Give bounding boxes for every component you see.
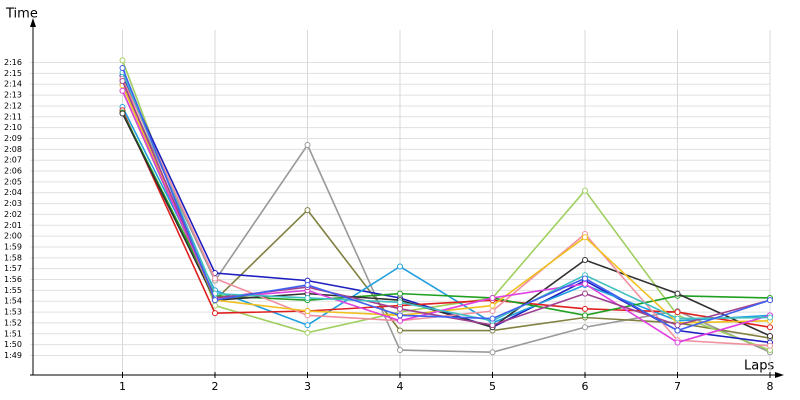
point [397,299,403,306]
series-line [121,80,771,326]
x-tick-label: 1 [119,380,126,393]
series-line [121,113,771,337]
series-line [121,83,771,354]
y-tick-label: 2:15 [4,69,22,78]
y-tick-label: 2:12 [4,101,22,110]
y-tick-label: 1:49 [4,351,22,360]
point [489,302,496,309]
point [582,312,588,319]
y-tick-label: 1:53 [4,308,22,317]
series-line [121,67,771,332]
y-tick-label: 2:07 [4,156,22,165]
point [397,312,403,319]
point [674,322,681,329]
point [767,297,773,304]
point [397,317,403,324]
point [119,87,126,94]
point [304,322,311,329]
series-line [121,85,771,324]
series-line [121,112,771,317]
point [767,324,773,331]
point [304,294,311,301]
point [582,275,588,282]
point [582,187,588,194]
point [119,64,126,71]
series-line [121,60,771,351]
point [304,307,311,314]
point [212,310,218,317]
y-tick-label: 2:11 [4,112,22,121]
y-tick-label: 1:54 [4,297,22,306]
x-tick-label: 8 [767,380,774,393]
point [212,275,218,282]
point [582,290,588,297]
point [397,290,403,297]
y-tick-label: 2:02 [4,210,22,219]
y-tick-label: 2:14 [4,80,22,89]
series-line [121,72,771,322]
point [304,142,311,148]
point [582,305,588,312]
y-tick-label: 2:01 [4,221,22,230]
point [119,77,126,84]
y-tick-label: 1:57 [4,264,22,273]
y-tick-label: 2:08 [4,145,22,154]
point [397,327,403,334]
point [767,332,773,339]
point [582,257,588,263]
x-axis-label: Laps [744,359,774,374]
y-tick-label: 2:04 [4,188,22,197]
x-tick-label: 7 [674,380,681,393]
x-tick-label: 2 [212,380,219,393]
point [582,234,588,241]
y-axis-arrow [30,18,36,27]
y-tick-label: 2:06 [4,167,22,176]
point [489,307,496,314]
point [674,309,681,316]
y-tick-label: 1:59 [4,242,22,251]
x-tick-label: 4 [397,380,404,393]
point [674,290,681,297]
y-tick-label: 2:09 [4,134,22,143]
y-tick-label: 2:03 [4,199,22,208]
y-tick-label: 1:51 [4,329,22,338]
point [582,280,588,287]
point [582,324,588,331]
point [304,329,311,336]
y-tick-label: 2:00 [4,232,22,241]
point [397,305,403,312]
point [119,110,126,117]
y-axis-label: Time [5,7,38,22]
point [212,297,218,304]
y-tick-label: 1:50 [4,340,22,349]
y-tick-label: 1:56 [4,275,22,284]
x-tick-label: 3 [304,380,311,393]
point [489,315,496,322]
point [212,302,218,309]
point [674,339,681,346]
y-tick-label: 2:16 [4,58,22,67]
y-tick-label: 1:52 [4,318,22,327]
point [489,349,496,356]
y-tick-label: 2:10 [4,123,22,132]
point [767,314,773,321]
point [674,315,681,322]
point [304,207,311,214]
y-tick-label: 1:58 [4,253,22,262]
y-tick-label: 2:13 [4,91,22,100]
x-tick-label: 5 [489,380,496,393]
point [397,347,403,354]
point [119,57,126,64]
point [397,263,403,270]
y-tick-label: 2:05 [4,177,22,186]
point [489,294,496,301]
x-axis-arrow [775,372,784,378]
point [304,281,311,288]
y-tick-label: 1:55 [4,286,22,295]
x-tick-label: 6 [582,380,589,393]
point [674,327,681,334]
point [767,342,773,349]
